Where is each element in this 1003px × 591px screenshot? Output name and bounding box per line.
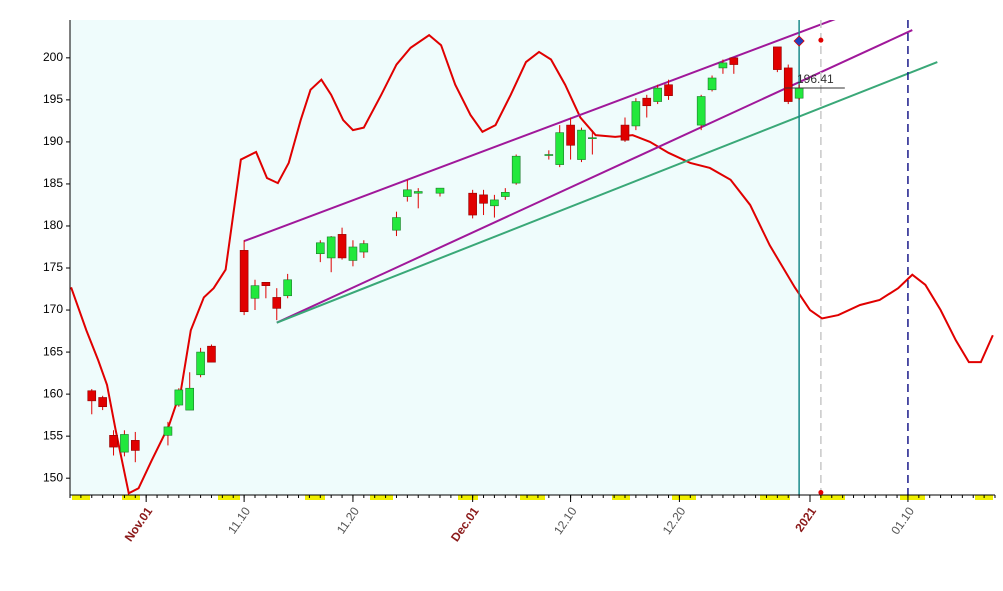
marker: [793, 35, 805, 47]
x-tick-label: 11.20: [334, 504, 362, 536]
candle-body: [196, 351, 205, 376]
candle-body: [794, 87, 804, 99]
y-tick-label: 185: [43, 176, 63, 190]
marker: [818, 37, 824, 43]
candle-body: [337, 234, 347, 259]
candle-body: [163, 426, 173, 436]
trend-line: [276, 61, 938, 324]
candle-body: [718, 62, 728, 69]
candle-body: [707, 77, 717, 91]
y-tick-label: 175: [43, 260, 63, 274]
y-tick-label: 195: [43, 92, 63, 106]
candle-body: [479, 194, 488, 204]
candle-body: [511, 155, 521, 184]
shaded-region: [70, 20, 800, 495]
candle-body: [283, 279, 292, 297]
candle-body: [392, 217, 401, 231]
candle-body: [413, 191, 423, 194]
candle-body: [729, 57, 739, 65]
candle-body: [696, 96, 706, 126]
candle-body: [468, 192, 477, 216]
candle-body: [98, 397, 107, 408]
candle-body: [490, 199, 499, 207]
marker: [818, 489, 824, 495]
candle-body: [359, 243, 369, 253]
candle-body: [239, 250, 249, 313]
trend-line: [276, 29, 913, 324]
candle-body: [783, 67, 793, 102]
candle-body: [315, 242, 325, 255]
candle-body: [620, 124, 630, 141]
candle-body: [566, 124, 575, 146]
y-tick-label: 170: [43, 302, 63, 316]
candle-body: [261, 282, 271, 286]
y-tick-label: 160: [43, 386, 63, 400]
candle-body: [588, 137, 597, 139]
candle-body: [120, 434, 129, 453]
candle-body: [544, 154, 554, 156]
candle-body: [500, 192, 510, 197]
y-tick-label: 155: [43, 428, 63, 442]
y-tick-label: 200: [43, 50, 63, 64]
y-tick-label: 150: [43, 470, 63, 484]
candle-body: [87, 390, 97, 402]
candle-body: [185, 387, 195, 411]
x-tick-label: 11.10: [225, 504, 253, 536]
candle-body: [130, 440, 140, 451]
x-tick-label: Nov.01: [122, 504, 156, 544]
axis-highlights: [72, 495, 993, 500]
price-label: 196.41: [797, 72, 834, 86]
y-tick-label: 180: [43, 218, 63, 232]
candle-body: [555, 132, 565, 165]
candle-body: [653, 87, 662, 102]
x-tick-label: Dec.01: [448, 504, 482, 544]
y-tick-label: 190: [43, 134, 63, 148]
plot-area: [70, 20, 994, 495]
candle-body: [109, 435, 118, 448]
candle-body: [631, 101, 641, 127]
x-tick-label: 12.20: [660, 504, 689, 537]
candle-body: [272, 297, 282, 309]
x-tick-label: 2021: [792, 504, 819, 534]
candle-body: [577, 129, 586, 160]
candle-body: [773, 46, 782, 70]
x-tick-label: 01.10: [888, 504, 917, 537]
candle-body: [348, 246, 358, 261]
oscillator-line: [70, 33, 994, 495]
candle-body: [435, 187, 445, 194]
trend-line: [243, 20, 836, 243]
candle-body: [642, 97, 652, 107]
candle-body: [250, 285, 260, 299]
y-tick-label: 165: [43, 344, 63, 358]
x-tick-label: 12.10: [551, 504, 580, 537]
candle-body: [207, 345, 216, 363]
candle-body: [403, 189, 412, 197]
candle-body: [664, 84, 673, 96]
candle-body: [326, 236, 336, 259]
candle-body: [174, 389, 184, 406]
